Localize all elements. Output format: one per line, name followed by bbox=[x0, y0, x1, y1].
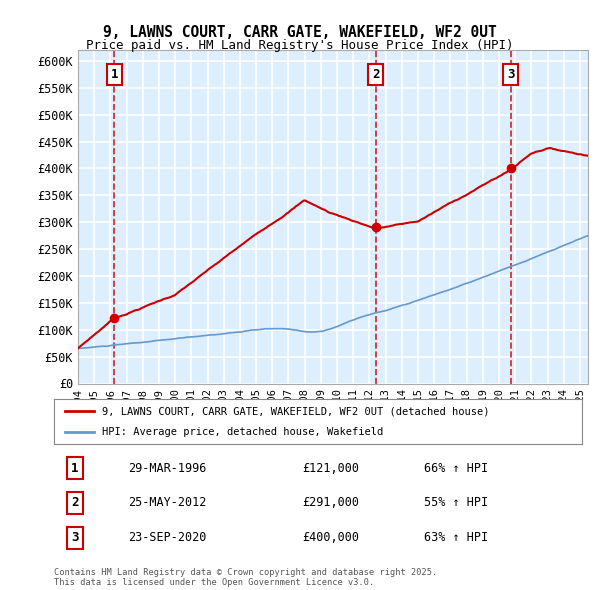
Text: 3: 3 bbox=[71, 532, 79, 545]
Text: 2: 2 bbox=[71, 496, 79, 510]
Text: Price paid vs. HM Land Registry's House Price Index (HPI): Price paid vs. HM Land Registry's House … bbox=[86, 39, 514, 52]
Text: 25-MAY-2012: 25-MAY-2012 bbox=[128, 496, 206, 510]
Text: 9, LAWNS COURT, CARR GATE, WAKEFIELD, WF2 0UT: 9, LAWNS COURT, CARR GATE, WAKEFIELD, WF… bbox=[103, 25, 497, 40]
Text: 1: 1 bbox=[71, 461, 79, 474]
Text: 1: 1 bbox=[110, 68, 118, 81]
Text: HPI: Average price, detached house, Wakefield: HPI: Average price, detached house, Wake… bbox=[101, 428, 383, 437]
Text: £400,000: £400,000 bbox=[302, 532, 359, 545]
Text: 9, LAWNS COURT, CARR GATE, WAKEFIELD, WF2 0UT (detached house): 9, LAWNS COURT, CARR GATE, WAKEFIELD, WF… bbox=[101, 407, 489, 417]
Text: 66% ↑ HPI: 66% ↑ HPI bbox=[424, 461, 488, 474]
Text: 55% ↑ HPI: 55% ↑ HPI bbox=[424, 496, 488, 510]
Text: 63% ↑ HPI: 63% ↑ HPI bbox=[424, 532, 488, 545]
Text: 3: 3 bbox=[507, 68, 515, 81]
Text: 2: 2 bbox=[372, 68, 380, 81]
Text: Contains HM Land Registry data © Crown copyright and database right 2025.
This d: Contains HM Land Registry data © Crown c… bbox=[54, 568, 437, 587]
Text: £121,000: £121,000 bbox=[302, 461, 359, 474]
Text: 29-MAR-1996: 29-MAR-1996 bbox=[128, 461, 206, 474]
Text: £291,000: £291,000 bbox=[302, 496, 359, 510]
Text: 23-SEP-2020: 23-SEP-2020 bbox=[128, 532, 206, 545]
